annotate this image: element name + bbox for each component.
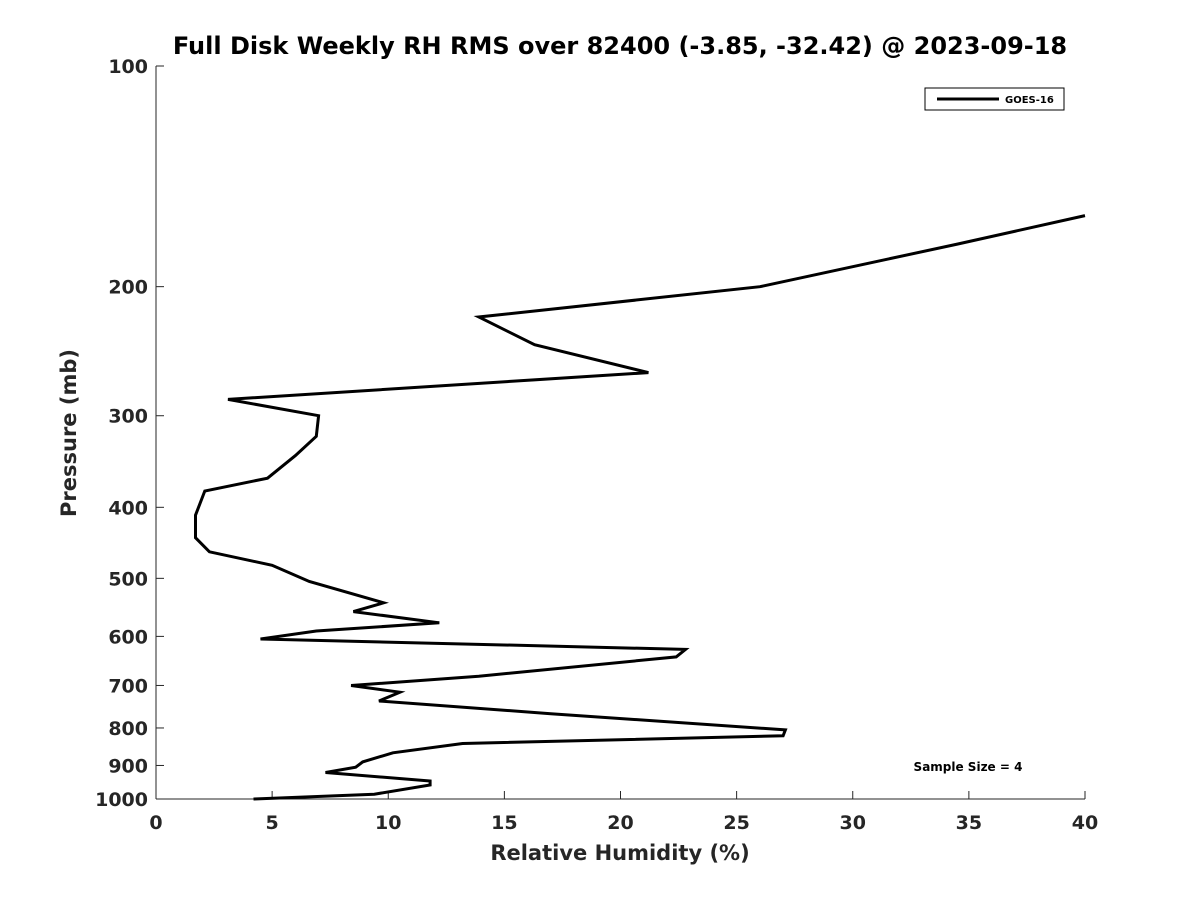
x-tick-label: 15 [491,812,517,834]
y-tick-label: 100 [108,56,148,78]
x-tick-label: 5 [266,812,279,834]
legend: GOES-16 [924,87,1065,111]
axes: 0 5 10 15 20 25 30 35 40 100 200 300 400 500 600 700 800… [95,56,1098,834]
x-tick-label: 35 [956,812,982,834]
y-tick-label: 900 [108,755,148,777]
y-tick-label: 200 [108,277,148,299]
x-tick-label: 0 [149,812,162,834]
x-tick-label: 10 [375,812,401,834]
series-layer [194,214,1086,801]
legend-label: GOES-16 [1005,95,1054,106]
series-line-0 [194,214,1086,801]
x-axis-label: Relative Humidity (%) [490,841,749,865]
y-tick-label: 800 [108,718,148,740]
x-tick-label: 30 [840,812,866,834]
x-tick-label: 20 [607,812,633,834]
y-axis-label: Pressure (mb) [57,349,81,517]
y-tick-label: 500 [108,568,148,590]
chart-title: Full Disk Weekly RH RMS over 82400 (-3.8… [173,32,1067,60]
y-tick-label: 300 [108,406,148,428]
y-tick-label: 600 [108,626,148,648]
sample-size-annotation: Sample Size = 4 [914,760,1023,774]
x-tick-label: 40 [1072,812,1098,834]
y-tick-label: 400 [108,497,148,519]
y-tick-label: 700 [108,675,148,697]
y-tick-label: 1000 [95,789,148,811]
x-tick-label: 25 [723,812,749,834]
